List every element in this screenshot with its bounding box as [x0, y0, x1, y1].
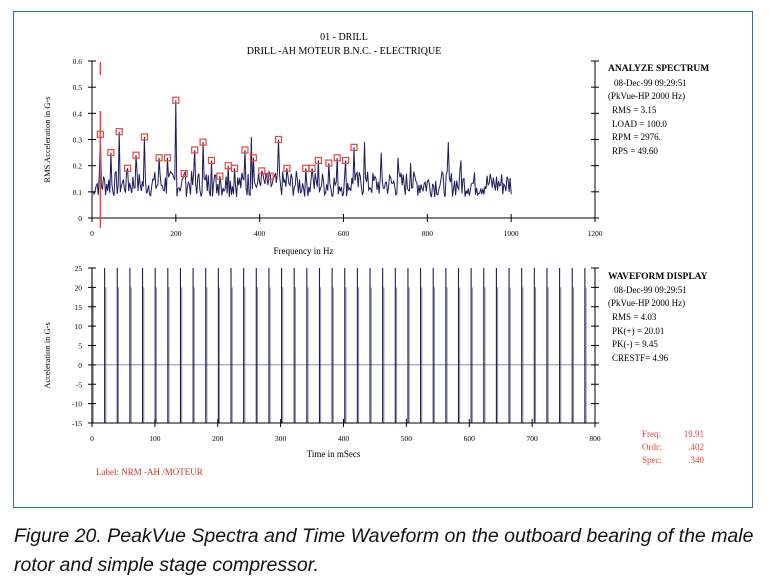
waveform-x-axis-label: Time in mSecs: [307, 449, 361, 459]
readout-value: 19.91: [684, 429, 704, 439]
spectrum-peak-marker: [249, 154, 257, 162]
waveform-y-tick-label: -5: [76, 380, 82, 389]
waveform-y-tick-label: -15: [72, 419, 82, 428]
waveform-y-tick-label: -10: [72, 400, 82, 409]
waveform-y-tick-label: 0: [78, 361, 82, 370]
spectrum-y-tick-label: 0.6: [73, 57, 83, 66]
spectrum-peak-marker: [207, 156, 216, 165]
spectrum-peak-marker: [308, 164, 316, 172]
waveform-x-tick-label: 400: [338, 434, 350, 443]
readout-value: .340: [688, 455, 704, 465]
spectrum-info-heading: ANALYZE SPECTRUM: [608, 64, 709, 74]
spectrum-x-tick-label: 600: [338, 229, 350, 238]
figure-caption: Figure 20. PeakVue Spectra and Time Wave…: [14, 525, 754, 576]
spectrum-peak-marker: [266, 172, 274, 180]
spectrum-info-line: 08-Dec-99 09:29:51: [614, 78, 687, 88]
spectrum-y-tick-label: 0.1: [73, 188, 83, 197]
title-line-2: DRILL -AH MOTEUR B.N.C. - ELECTRIQUE: [247, 46, 442, 57]
spectrum-x-axis-label: Frequency in Hz: [274, 246, 334, 256]
waveform-x-tick-label: 300: [275, 434, 287, 443]
figure-frame: 0 0.1 0.2 0.3 0.4 0.5 0.6 0 200 400 600 800 1000 1200…: [13, 11, 753, 508]
waveform-y-tick-label: 20: [75, 283, 83, 292]
spectrum-info-line: RMS = 3.15: [612, 105, 657, 115]
waveform-info-line: 08-Dec-99 09:29:51: [614, 285, 687, 295]
spectrum-peak-marker: [341, 156, 350, 165]
spectrum-y-tick-label: 0.2: [73, 162, 83, 171]
spectrum-x-tick-label: 400: [254, 229, 266, 238]
waveform-x-tick-label: 100: [149, 434, 161, 443]
waveform-x-tick-label: 0: [90, 434, 94, 443]
peakvue-chart: 00.10.20.30.40.50.60 200 400 600 800 1000 1200…: [42, 32, 709, 477]
spectrum-peak-marker: [314, 156, 322, 165]
spectrum-peak-marker: [163, 154, 172, 162]
spectrum-peak-marker: [199, 138, 207, 146]
waveform-y-tick-label: 5: [78, 342, 82, 351]
spectrum-x-tick-label: 800: [422, 229, 434, 238]
spectrum-peak-marker: [230, 164, 239, 172]
spectrum-peak-marker: [216, 172, 224, 180]
readout-label: Freq:: [642, 429, 661, 439]
waveform-x-tick-label: 600: [464, 434, 476, 443]
waveform-info-heading: WAVEFORM DISPLAY: [608, 272, 708, 282]
readout-label: Ordr:: [642, 442, 662, 452]
spectrum-peak-marker: [325, 159, 333, 167]
spectrum-info-panel: ANALYZE SPECTRUM 08-Dec-99 09:29:51 (PkV…: [608, 64, 709, 156]
cursor-readout: Freq: Ordr: Spec: 19.91 .402 .340: [642, 429, 705, 465]
spectrum-peak-marker: [115, 128, 123, 136]
spectrum-trace: [92, 100, 512, 198]
readout-value: .402: [688, 442, 704, 452]
waveform-x-tick-label: 200: [212, 434, 224, 443]
spectrum-y-tick-label: 0.4: [73, 109, 83, 118]
spectrum-peak-marker: [283, 164, 291, 172]
waveform-info-line: (PkVue-HP 2000 Hz): [608, 298, 685, 308]
spectrum-peak-marker: [124, 164, 132, 172]
spectrum-info-line: RPM = 2976.: [612, 132, 661, 142]
spectrum-y-tick-label: 0.5: [73, 83, 83, 92]
waveform-y-tick-label: 25: [75, 264, 83, 273]
spectrum-y-axis-label: RMS Acceleration in G-s: [42, 96, 52, 182]
title-line-1: 01 - DRILL: [320, 32, 368, 43]
spectrum-x-tick-label: 0: [90, 229, 94, 238]
spectrum-peak-marker: [180, 169, 188, 178]
waveform-x-tick-label: 800: [589, 434, 601, 443]
spectrum-peak-marker: [241, 146, 249, 154]
footer-label: Label: NRM -AH /MOTEUR: [96, 467, 203, 477]
spectrum-peak-marker: [140, 133, 148, 141]
readout-label: Spec:: [642, 455, 662, 465]
spectrum-peak-marker: [155, 154, 163, 162]
spectrum-peak-marker: [258, 167, 266, 175]
spectrum-info-line: RPS = 49.60: [612, 146, 658, 156]
spectrum-peak-marker: [96, 130, 104, 138]
spectrum-x-tick-label: 1200: [588, 229, 603, 238]
waveform-info-line: RMS = 4.03: [612, 312, 657, 322]
waveform-y-tick-label: 15: [75, 303, 83, 312]
spectrum-peak-marker: [350, 143, 358, 151]
spectrum-x-tick-label: 200: [170, 229, 182, 238]
spectrum-info-line: LOAD = 100.0: [612, 119, 667, 129]
waveform-plot: -15 -10 -5 0 5 10 15 20 25 0 100 200 300 400 500 600 700…: [42, 264, 601, 459]
spectrum-peak-marker: [172, 96, 180, 104]
spectrum-y-tick-label: 0.3: [73, 136, 83, 145]
spectrum-peak-marker: [274, 135, 283, 144]
spectrum-peak-marker: [191, 146, 199, 154]
spectrum-x-tick-label: 1000: [504, 229, 519, 238]
spectrum-info-line: (PkVue-HP 2000 Hz): [608, 91, 685, 101]
waveform-info-line: PK(+) = 20.01: [612, 326, 664, 336]
spectrum-peak-marker: [107, 148, 115, 157]
spectrum-y-tick-label: 0: [78, 214, 82, 223]
spectrum-plot: 0 0.1 0.2 0.3 0.4 0.5 0.6 0 200 400 600 800 1000 1200…: [42, 57, 603, 256]
waveform-y-tick-label: 10: [75, 322, 83, 331]
spectrum-peak-marker: [132, 151, 140, 159]
waveform-y-axis-label: Acceleration in G-s: [42, 322, 52, 389]
waveform-x-tick-label: 500: [401, 434, 413, 443]
spectrum-peak-marker: [333, 154, 341, 162]
waveform-info-line: CRESTF= 4.96: [612, 353, 669, 363]
waveform-x-tick-label: 700: [527, 434, 539, 443]
waveform-info-line: PK(-) = 9.45: [612, 339, 658, 349]
waveform-info-panel: WAVEFORM DISPLAY 08-Dec-99 09:29:51 (PkV…: [608, 272, 708, 363]
